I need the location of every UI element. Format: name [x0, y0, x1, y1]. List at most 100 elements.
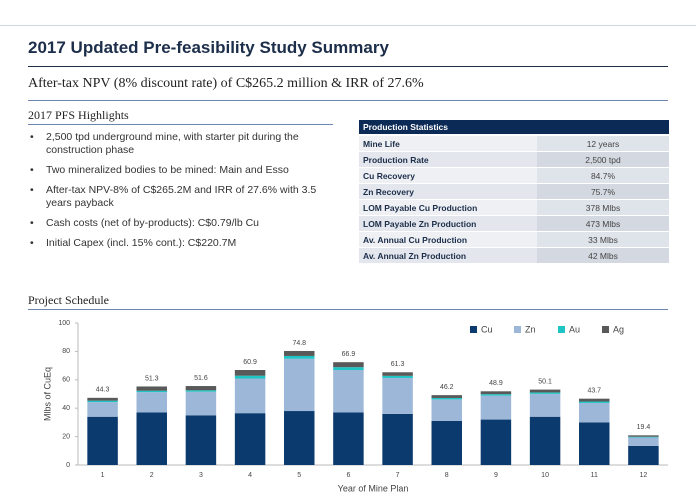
- table-row: Cu Recovery 84.7%: [359, 167, 669, 184]
- bar-label: 74.8: [292, 340, 306, 347]
- bar-segment: [579, 401, 610, 403]
- x-tick-label: 6: [346, 472, 350, 479]
- legend-swatch: [514, 326, 521, 333]
- x-tick-label: 1: [101, 472, 105, 479]
- bar-segment: [529, 393, 561, 417]
- highlights-title: 2017 PFS Highlights: [28, 108, 129, 122]
- x-tick-label: 5: [297, 472, 301, 479]
- bar-label: 60.9: [243, 359, 257, 366]
- x-tick-label: 7: [396, 472, 400, 479]
- bar-segment: [480, 419, 512, 465]
- x-axis-label: Year of Mine Plan: [338, 483, 409, 493]
- legend-swatch: [558, 326, 565, 333]
- bar-label: 50.1: [538, 378, 552, 385]
- bar-segment: [185, 390, 217, 392]
- bar-segment: [480, 394, 512, 396]
- chart-title: Project Schedule: [28, 293, 109, 307]
- bullet: 2,500 tpd underground mine, with starter…: [28, 131, 318, 157]
- table-row: LOM Payable Cu Production 378 Mlbs: [359, 199, 669, 216]
- bar-segment: [87, 416, 118, 465]
- y-tick-label: 40: [62, 405, 70, 412]
- top-rule: [0, 25, 696, 26]
- x-tick-label: 10: [541, 472, 549, 479]
- title: 2017 Updated Pre-feasibility Study Summa…: [28, 38, 389, 57]
- y-tick-label: 80: [62, 348, 70, 355]
- x-tick-label: 2: [150, 472, 154, 479]
- chart-rule: [28, 309, 668, 310]
- row-value: 84.7%: [537, 167, 669, 184]
- legend-swatch: [602, 326, 609, 333]
- bar-label: 48.9: [489, 380, 503, 387]
- row-label: Mine Life: [359, 136, 537, 152]
- highlights-rule: [28, 124, 333, 125]
- bar-segment: [529, 392, 561, 394]
- row-label: LOM Payable Cu Production: [359, 199, 537, 216]
- bar-segment: [382, 377, 413, 414]
- row-label: Cu Recovery: [359, 167, 537, 184]
- table-header: Production Statistics: [359, 120, 669, 134]
- bar-segment: [234, 370, 266, 376]
- bar-segment: [87, 402, 118, 417]
- bar-segment: [382, 372, 413, 376]
- row-label: Av. Annual Zn Production: [359, 247, 537, 264]
- bar-segment: [579, 398, 610, 402]
- table-row: LOM Payable Zn Production 473 Mlbs: [359, 215, 669, 232]
- bar-segment: [234, 375, 266, 379]
- table-row: Zn Recovery 75.7%: [359, 183, 669, 200]
- bar-label: 66.9: [342, 351, 356, 358]
- bar-segment: [136, 386, 167, 391]
- bar-segment: [431, 399, 462, 421]
- bar-segment: [284, 350, 315, 356]
- row-label: LOM Payable Zn Production: [359, 215, 537, 232]
- bar-segment: [185, 386, 217, 391]
- x-tick-label: 8: [445, 472, 449, 479]
- y-tick-label: 20: [62, 433, 70, 440]
- x-tick-label: 9: [494, 472, 498, 479]
- bullet: Two mineralized bodies to be mined: Main…: [28, 164, 318, 177]
- bar-segment: [431, 397, 462, 400]
- bar-segment: [333, 367, 364, 371]
- bar-segment: [480, 391, 512, 395]
- bar-segment: [579, 402, 610, 423]
- bullet: Initial Capex (incl. 15% cont.): C$220.7…: [28, 237, 318, 250]
- bar-label: 46.2: [440, 384, 454, 391]
- bar-segment: [628, 437, 659, 446]
- bar-segment: [234, 413, 266, 465]
- bar-segment: [628, 445, 659, 465]
- y-tick-label: 0: [66, 462, 70, 469]
- bar-segment: [136, 392, 167, 413]
- bar-segment: [284, 358, 315, 412]
- row-value: 2,500 tpd: [537, 151, 669, 168]
- bar-segment: [431, 395, 462, 398]
- bar-segment: [480, 395, 512, 420]
- table-row: Production Rate 2,500 tpd: [359, 151, 669, 168]
- legend-swatch: [470, 326, 477, 333]
- bar-label: 51.3: [145, 375, 159, 382]
- row-value: 42 Mlbs: [537, 247, 669, 264]
- row-value: 12 years: [537, 136, 669, 152]
- y-tick-label: 100: [58, 320, 70, 327]
- legend-label: Au: [569, 324, 580, 334]
- x-tick-label: 4: [248, 472, 252, 479]
- table-row: Av. Annual Zn Production 42 Mlbs: [359, 247, 669, 264]
- row-label: Production Rate: [359, 151, 537, 168]
- bar-segment: [185, 391, 217, 416]
- bar-segment: [234, 378, 266, 414]
- row-label: Av. Annual Cu Production: [359, 231, 537, 248]
- x-tick-label: 11: [591, 472, 598, 479]
- bar-segment: [529, 416, 561, 465]
- y-axis-label: Mlbs of CuEq: [42, 367, 52, 421]
- bar-segment: [136, 390, 167, 393]
- bar-segment: [87, 400, 118, 403]
- row-value: 378 Mlbs: [537, 199, 669, 216]
- bar-segment: [579, 422, 610, 465]
- bar-label: 51.6: [194, 375, 208, 382]
- bar-segment: [284, 411, 315, 465]
- bar-segment: [382, 413, 413, 465]
- x-tick-label: 12: [640, 472, 648, 479]
- legend-label: Ag: [613, 324, 624, 334]
- subtitle-rule: [28, 100, 668, 101]
- bar-segment: [136, 412, 167, 465]
- row-label: Zn Recovery: [359, 183, 537, 200]
- table-row: Mine Life 12 years: [359, 136, 669, 152]
